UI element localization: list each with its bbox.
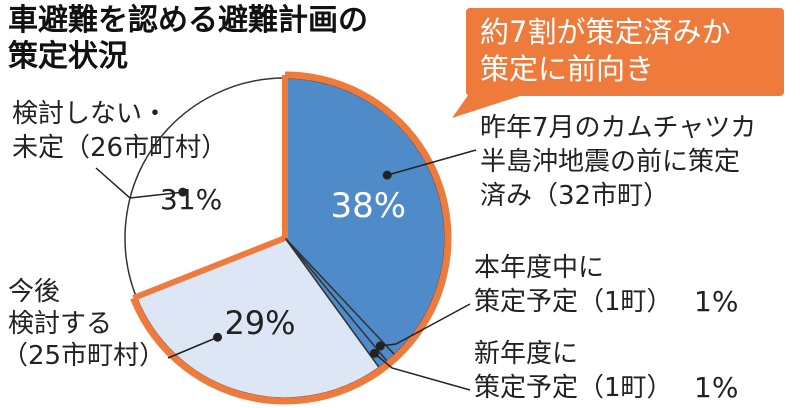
leader-done-line xyxy=(387,149,477,176)
summary-callout: 約7割が策定済みか 策定に前向き xyxy=(466,8,784,96)
leader-not-planned-line xyxy=(95,167,183,199)
callout-line1: 約7割が策定済みか xyxy=(480,15,731,49)
leader-future-line xyxy=(167,336,218,359)
leader-next-year-line xyxy=(374,352,471,391)
leader-this-year-line xyxy=(380,303,471,347)
done-label-line3: 済み（32市町） xyxy=(480,181,670,211)
not-planned-percent: 31% xyxy=(160,183,223,216)
done-label-line1: 昨年7月のカムチャツカ xyxy=(480,113,757,143)
leader-this-year-dot xyxy=(375,341,385,351)
not-planned-label-line2: 未定（26市町村） xyxy=(12,133,228,163)
slice-label-future: 29% xyxy=(224,304,295,342)
leader-done-dot xyxy=(382,170,392,180)
future-label-line3: （25市町村） xyxy=(2,341,166,371)
next-year-percent: 1% xyxy=(694,371,739,404)
positive-group-outline xyxy=(130,71,452,405)
this-year-percent: 1% xyxy=(694,285,739,318)
next-year-label-line2: 策定予定（1町） xyxy=(474,373,673,403)
this-year-label-line2: 策定予定（1町） xyxy=(474,287,673,317)
chart-title-line1: 車避難を認める避難計画の xyxy=(8,3,368,38)
leader-future-dot xyxy=(213,332,223,342)
future-label-line1: 今後 xyxy=(8,277,61,307)
callout-line2: 策定に前向き xyxy=(480,52,655,86)
future-label-line2: 検討する xyxy=(8,309,113,339)
slice-label-done: 38% xyxy=(331,186,407,226)
not-planned-label-line1: 検討しない・ xyxy=(12,99,169,129)
done-label-line2: 半島沖地震の前に策定 xyxy=(480,147,741,177)
pie-slice-not-planned xyxy=(124,77,286,298)
leader-not-planned-dot xyxy=(178,187,188,197)
leader-next-year-dot xyxy=(369,348,379,358)
this-year-label-line1: 本年度中に xyxy=(474,253,605,283)
next-year-label-line1: 新年度に xyxy=(474,339,579,369)
chart-title-line2: 策定状況 xyxy=(8,39,128,74)
positive-group-edge-bottom xyxy=(132,235,287,301)
